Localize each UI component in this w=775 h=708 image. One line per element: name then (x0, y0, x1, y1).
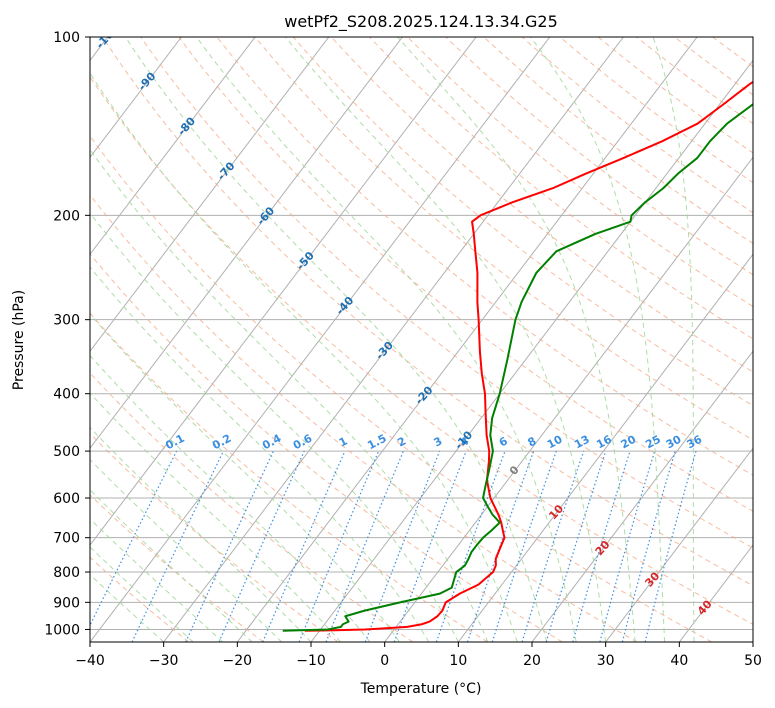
y-axis-label: Pressure (hPa) (11, 290, 27, 390)
isotherm-line (90, 37, 182, 159)
x-tick-label: −40 (75, 653, 105, 669)
x-tick-label: 10 (449, 653, 467, 669)
dewpoint-line (282, 103, 753, 632)
y-tick-label: 700 (53, 531, 80, 547)
dry-adiabat (102, 37, 753, 587)
moist-adiabat (90, 148, 489, 642)
moist-adiabat (90, 72, 518, 642)
mixing-ratio-label: 10 (545, 433, 565, 452)
mixing-ratio-line (298, 450, 380, 642)
y-tick-label: 400 (53, 387, 80, 403)
dry-adiabat (140, 37, 753, 549)
x-axis-label: Temperature (°C) (360, 681, 482, 697)
mixing-ratio-line (491, 450, 557, 642)
y-tick-label: 300 (53, 313, 80, 329)
y-tick-label: 500 (53, 444, 80, 460)
dry-adiabat (292, 37, 753, 407)
isotherm-line (90, 37, 551, 642)
chart-title: wetPf2_S208.2025.124.13.34.G25 (284, 12, 558, 32)
isotherm-line (236, 37, 698, 642)
isotherm-line (163, 37, 624, 642)
dry-adiabat (369, 37, 753, 340)
y-tick-label: 900 (53, 595, 80, 611)
dry-adiabat (216, 37, 753, 476)
dry-adiabat (483, 37, 753, 245)
x-tick-label: −30 (149, 653, 179, 669)
y-tick-label: 800 (53, 565, 80, 581)
x-tick-label: 20 (523, 653, 541, 669)
isotherm-line (90, 37, 256, 256)
mixing-ratio-line (572, 450, 631, 642)
dry-adiabat (90, 194, 638, 642)
y-tick-label: 600 (53, 491, 80, 507)
isotherm-line (384, 156, 753, 642)
dry-adiabat (90, 135, 712, 642)
mixing-ratio-line (364, 450, 441, 642)
x-tick-label: 0 (380, 653, 389, 669)
temperature-line (304, 80, 753, 632)
isotherm-line (531, 350, 753, 642)
axes: −40 −30 −20 −10 0 10 20 30 40 50 100 200 300 400 500 60… (44, 30, 762, 669)
mixing-ratio-label: 25 (643, 433, 663, 452)
moist-adiabat (652, 37, 695, 642)
x-tick-label: −10 (296, 653, 326, 669)
mixing-ratio-line (545, 450, 607, 642)
y-tick-label: 100 (53, 30, 80, 46)
x-tick-label: 40 (670, 653, 688, 669)
x-tick-label: −20 (223, 653, 253, 669)
y-tick-label: 200 (53, 208, 80, 224)
mixing-ratio-label: 30 (664, 433, 684, 452)
mixing-ratio-label: 16 (594, 433, 614, 452)
x-tick-label: 50 (744, 653, 762, 669)
dry-adiabat (407, 37, 753, 308)
isotherm-line (457, 253, 753, 642)
mixing-ratio-label: 36 (685, 433, 705, 452)
y-tick-label: 1000 (44, 622, 80, 638)
moist-adiabat (284, 37, 607, 642)
mixing-ratio-line (262, 450, 346, 642)
mixing-ratio-line (90, 450, 178, 627)
moist-adiabat (90, 458, 282, 642)
mixing-ratio-line (393, 450, 467, 642)
moist-adiabat (90, 212, 459, 642)
moist-adiabat (90, 392, 341, 642)
isotherm-line (605, 447, 753, 642)
dry-adiabat (445, 37, 753, 276)
plot-frame (89, 36, 754, 643)
moist-adiabat (90, 266, 430, 642)
mixing-ratio-line (325, 450, 404, 642)
dry-adiabat (90, 372, 414, 642)
isotherm-line (90, 37, 330, 353)
mixing-ratio-line (466, 450, 535, 642)
moist-adiabat (530, 37, 666, 642)
mixing-ratio-line (218, 450, 305, 642)
mixing-ratio-label: 20 (619, 433, 639, 452)
dry-adiabat (254, 37, 753, 441)
dry-adiabat (90, 253, 563, 642)
moist-adiabat (90, 354, 371, 642)
mixing-ratio-label: 13 (572, 433, 592, 452)
x-tick-label: 30 (597, 653, 615, 669)
moist-adiabat (397, 37, 636, 642)
dry-adiabat (90, 75, 753, 625)
dry-adiabat (597, 37, 753, 154)
isotherm-line (90, 37, 477, 546)
dry-adiabat (178, 37, 753, 512)
plot-area: 0.10.20.40.611.52346810131620253036-100-… (90, 37, 753, 642)
mixing-ratio-line (644, 450, 697, 642)
mixing-ratio-line (621, 450, 676, 642)
mixing-ratio-line (521, 450, 585, 642)
mixing-ratio-line (599, 450, 656, 642)
isotherm-line (90, 37, 403, 449)
moist-adiabat (90, 313, 400, 642)
